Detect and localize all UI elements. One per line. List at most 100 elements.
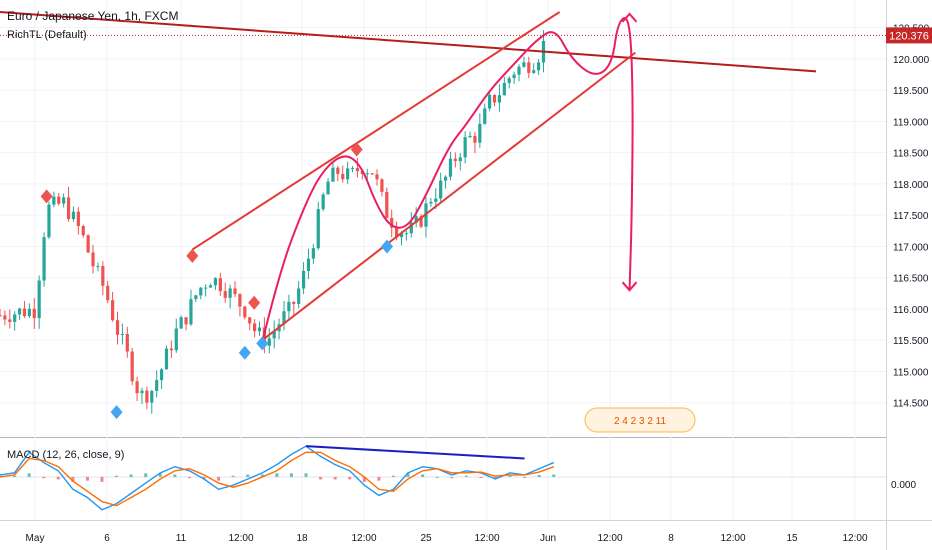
candle-body (439, 180, 443, 199)
price-badge-text: 120.376 (889, 30, 929, 42)
macd-histogram-bar (289, 473, 293, 477)
candle-body (341, 173, 345, 180)
candle-body (527, 62, 531, 73)
candle-body (365, 173, 369, 175)
indicator-label[interactable]: RichTL (Default) (7, 29, 87, 41)
signal-line (0, 451, 554, 507)
symbol-title[interactable]: Euro / Japanese Yen, 1h, FXCM (7, 9, 178, 23)
macd-histogram-bar (275, 473, 279, 477)
candle-body (189, 299, 193, 325)
candle-body (375, 174, 379, 180)
macd-histogram-bar (479, 476, 483, 478)
candle-body (409, 222, 413, 234)
events-badge-text: 2 4 2 3 2 11 (614, 416, 667, 427)
candle-body (101, 266, 105, 286)
candle-body (199, 287, 203, 296)
candle-body (3, 315, 7, 320)
candle-body (443, 176, 448, 181)
candle-body (218, 278, 222, 292)
candle-body (502, 82, 506, 96)
candle-body (8, 319, 12, 322)
macd-histogram-bar (187, 476, 191, 479)
macd-histogram-bar (173, 474, 177, 477)
candle-body (458, 157, 462, 162)
macd-histogram-bar (304, 473, 308, 477)
candle-body (228, 288, 232, 298)
pivot-high-marker (248, 295, 261, 310)
price-tick-label: 118.500 (893, 149, 929, 160)
candle-body (125, 333, 129, 352)
price-tick-label: 117.500 (893, 211, 929, 222)
macd-histogram-bar (508, 475, 512, 477)
macd-histogram-bar (217, 476, 221, 481)
candle-body (385, 191, 389, 218)
candle-body (257, 327, 262, 332)
macd-pane[interactable] (0, 438, 886, 520)
candle-body (536, 62, 541, 71)
price-tick-label: 118.000 (893, 180, 929, 191)
time-tick-label: 12:00 (474, 533, 499, 544)
candle-body (164, 348, 169, 370)
macd-histogram-bar (42, 476, 46, 479)
candle-body (194, 295, 198, 300)
candle-body (17, 308, 22, 315)
candle-body (370, 173, 374, 175)
pivot-high-marker (350, 142, 363, 157)
candle-body (380, 179, 384, 192)
price-pane[interactable] (0, 0, 886, 437)
candle-body (522, 62, 526, 67)
pivot-low-marker (110, 405, 123, 420)
candle-body (453, 158, 457, 162)
macd-histogram-bar (231, 475, 235, 477)
candle-body (42, 237, 46, 281)
candle-body (350, 168, 355, 170)
candle-body (111, 300, 115, 321)
candle-body (135, 381, 139, 394)
macd-zero-label: 0.000 (891, 480, 916, 491)
candle-body (532, 70, 536, 73)
candle-body (346, 168, 350, 180)
candle-body (115, 320, 120, 335)
macd-histogram-bar (523, 476, 527, 478)
candle-body (321, 194, 325, 210)
macd-label[interactable]: MACD (12, 26, close, 9) (7, 449, 124, 461)
macd-histogram-bar (85, 476, 89, 481)
candle-body (297, 288, 301, 304)
price-tick-label: 115.000 (893, 367, 929, 378)
events-badge[interactable]: 2 4 2 3 2 11 (584, 407, 696, 433)
candle-body (223, 291, 227, 298)
candle-body (399, 233, 404, 238)
macd-histogram-bar (406, 473, 410, 477)
candle-body (243, 306, 247, 318)
candle-body (13, 314, 17, 322)
downtrend-line (0, 11, 817, 73)
candle-body (248, 317, 252, 324)
candle-body (448, 158, 453, 177)
candle-body (184, 317, 188, 325)
pivot-low-marker (256, 336, 269, 351)
candle-body (336, 167, 340, 174)
macd-histogram-bar (552, 474, 556, 477)
time-tick-label: 8 (668, 533, 674, 544)
candle-body (512, 74, 516, 79)
channel-upper-line (191, 11, 561, 251)
projection-curve (262, 17, 634, 338)
price-axis: 114.500 115.000 115.500 116.000 116.500 117.0… (0, 24, 930, 410)
macd-histogram-bar (493, 476, 497, 479)
candle-body (52, 196, 56, 205)
price-tick-label: 114.500 (893, 399, 929, 410)
macd-histogram-bar (391, 475, 395, 477)
candle-body (179, 317, 183, 329)
candle-body (174, 328, 178, 351)
time-tick-label: 18 (296, 533, 308, 544)
candle-body (145, 390, 149, 403)
candle-body (331, 167, 335, 182)
macd-histogram-bar (377, 476, 381, 481)
candle-body (272, 331, 276, 339)
candle-body (292, 301, 296, 304)
candle-body (316, 209, 320, 249)
time-tick-label: 12:00 (228, 533, 253, 544)
candle-body (47, 204, 51, 238)
candle-body (267, 338, 271, 346)
